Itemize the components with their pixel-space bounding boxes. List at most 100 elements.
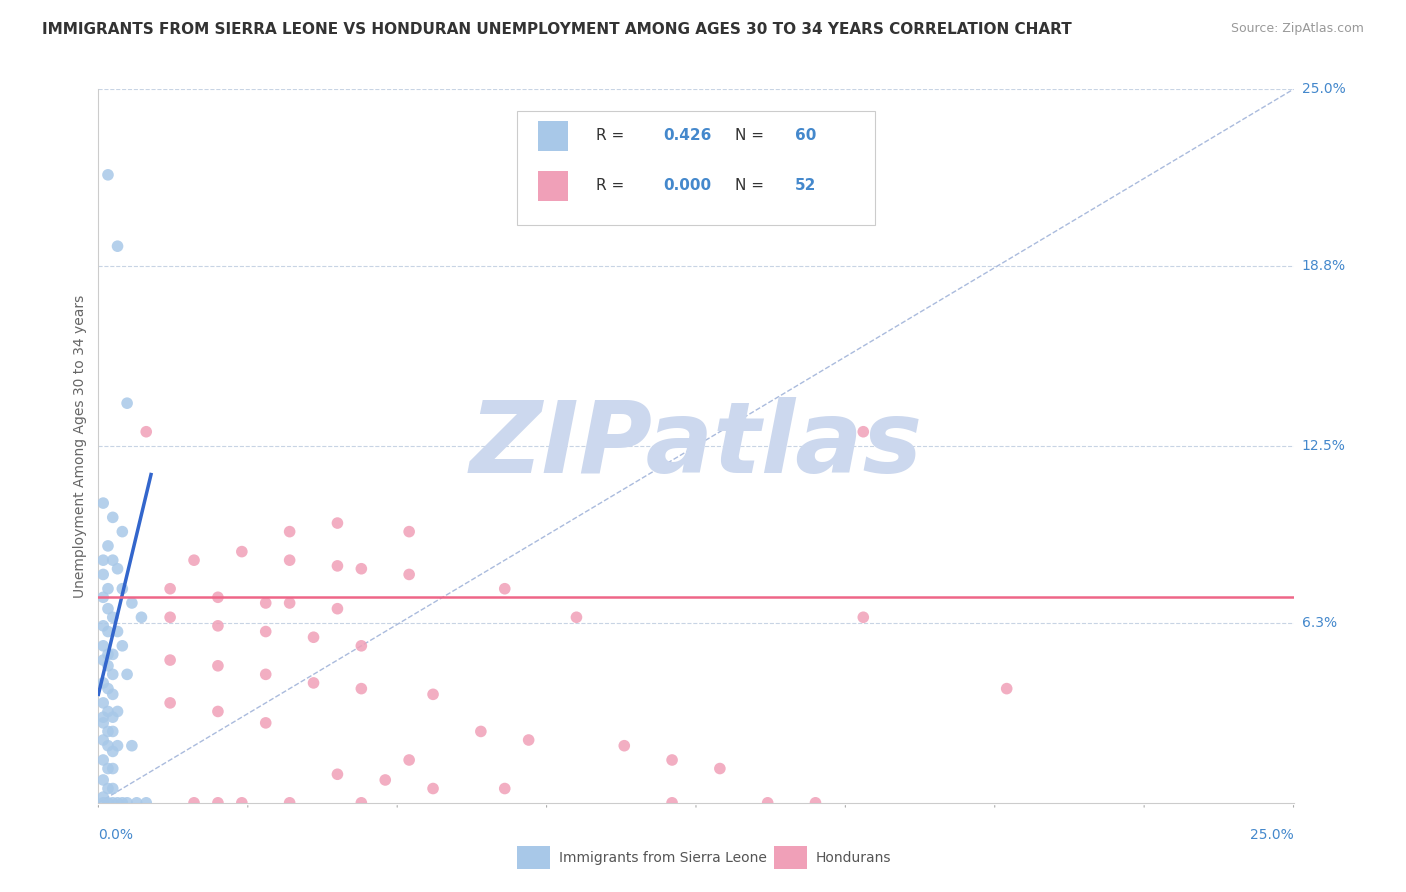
Text: 6.3%: 6.3% bbox=[1302, 616, 1337, 630]
Point bbox=[91, 772, 114, 787]
Point bbox=[374, 772, 396, 787]
Point bbox=[107, 705, 129, 719]
Point bbox=[350, 639, 373, 653]
Point bbox=[101, 687, 124, 701]
Point bbox=[326, 558, 349, 573]
Text: 0.426: 0.426 bbox=[664, 128, 711, 143]
Point bbox=[91, 753, 114, 767]
Point bbox=[107, 739, 129, 753]
Point bbox=[115, 396, 138, 410]
Point bbox=[91, 715, 114, 730]
Point bbox=[302, 676, 325, 690]
Point bbox=[91, 496, 114, 510]
Point bbox=[231, 544, 253, 558]
Point bbox=[207, 619, 229, 633]
Bar bbox=[538, 170, 568, 201]
Text: N =: N = bbox=[735, 178, 769, 193]
Text: 52: 52 bbox=[796, 178, 817, 193]
Point bbox=[101, 553, 124, 567]
Point bbox=[101, 667, 124, 681]
Point bbox=[398, 753, 420, 767]
Point bbox=[207, 796, 229, 810]
Point bbox=[101, 648, 124, 662]
Point bbox=[254, 596, 277, 610]
Point bbox=[254, 667, 277, 681]
Point bbox=[278, 596, 301, 610]
Point bbox=[159, 582, 181, 596]
Point bbox=[159, 610, 181, 624]
Point bbox=[852, 610, 875, 624]
Point bbox=[661, 796, 683, 810]
Text: ZIPatlas: ZIPatlas bbox=[470, 398, 922, 494]
Point bbox=[91, 733, 114, 747]
Point bbox=[101, 610, 124, 624]
Point bbox=[107, 624, 129, 639]
Point bbox=[121, 596, 143, 610]
Point bbox=[517, 733, 540, 747]
Point bbox=[159, 653, 181, 667]
Point bbox=[254, 624, 277, 639]
Text: R =: R = bbox=[596, 178, 628, 193]
Point bbox=[565, 610, 588, 624]
Point bbox=[135, 425, 157, 439]
Point bbox=[97, 762, 120, 776]
Point bbox=[231, 796, 253, 810]
Point bbox=[470, 724, 492, 739]
Point bbox=[97, 781, 120, 796]
Point bbox=[101, 796, 124, 810]
Point bbox=[709, 762, 731, 776]
Point bbox=[254, 715, 277, 730]
Point bbox=[97, 539, 120, 553]
Point bbox=[756, 796, 779, 810]
Point bbox=[613, 739, 636, 753]
Point bbox=[494, 582, 516, 596]
Point bbox=[661, 753, 683, 767]
Point bbox=[302, 630, 325, 644]
Text: N =: N = bbox=[735, 128, 769, 143]
Point bbox=[207, 591, 229, 605]
FancyBboxPatch shape bbox=[517, 111, 875, 225]
Text: Immigrants from Sierra Leone: Immigrants from Sierra Leone bbox=[558, 851, 766, 864]
Point bbox=[107, 562, 129, 576]
Point bbox=[91, 676, 114, 690]
Point bbox=[121, 739, 143, 753]
Point bbox=[398, 567, 420, 582]
Point bbox=[852, 425, 875, 439]
Point bbox=[101, 510, 124, 524]
Text: R =: R = bbox=[596, 128, 628, 143]
Text: IMMIGRANTS FROM SIERRA LEONE VS HONDURAN UNEMPLOYMENT AMONG AGES 30 TO 34 YEARS : IMMIGRANTS FROM SIERRA LEONE VS HONDURAN… bbox=[42, 22, 1071, 37]
Point bbox=[101, 762, 124, 776]
Point bbox=[326, 767, 349, 781]
Point bbox=[111, 639, 134, 653]
Point bbox=[183, 796, 205, 810]
Point bbox=[101, 781, 124, 796]
Point bbox=[350, 681, 373, 696]
Point bbox=[278, 553, 301, 567]
Y-axis label: Unemployment Among Ages 30 to 34 years: Unemployment Among Ages 30 to 34 years bbox=[73, 294, 87, 598]
Point bbox=[97, 648, 120, 662]
Point bbox=[804, 796, 827, 810]
Point bbox=[135, 796, 157, 810]
Bar bbox=[538, 120, 568, 151]
Point bbox=[278, 524, 301, 539]
Text: 0.0%: 0.0% bbox=[98, 828, 134, 842]
Point bbox=[97, 582, 120, 596]
Point bbox=[107, 239, 129, 253]
Text: 25.0%: 25.0% bbox=[1250, 828, 1294, 842]
Point bbox=[131, 610, 153, 624]
Point bbox=[91, 639, 114, 653]
Point bbox=[159, 696, 181, 710]
Point bbox=[107, 796, 129, 810]
Point bbox=[207, 658, 229, 673]
Point bbox=[97, 658, 120, 673]
Text: 0.000: 0.000 bbox=[664, 178, 711, 193]
Point bbox=[97, 624, 120, 639]
Point bbox=[398, 524, 420, 539]
Point bbox=[422, 781, 444, 796]
Point bbox=[995, 681, 1018, 696]
Point bbox=[97, 681, 120, 696]
Point bbox=[111, 582, 134, 596]
Point bbox=[111, 524, 134, 539]
Point bbox=[97, 168, 120, 182]
Text: 25.0%: 25.0% bbox=[1302, 82, 1346, 96]
